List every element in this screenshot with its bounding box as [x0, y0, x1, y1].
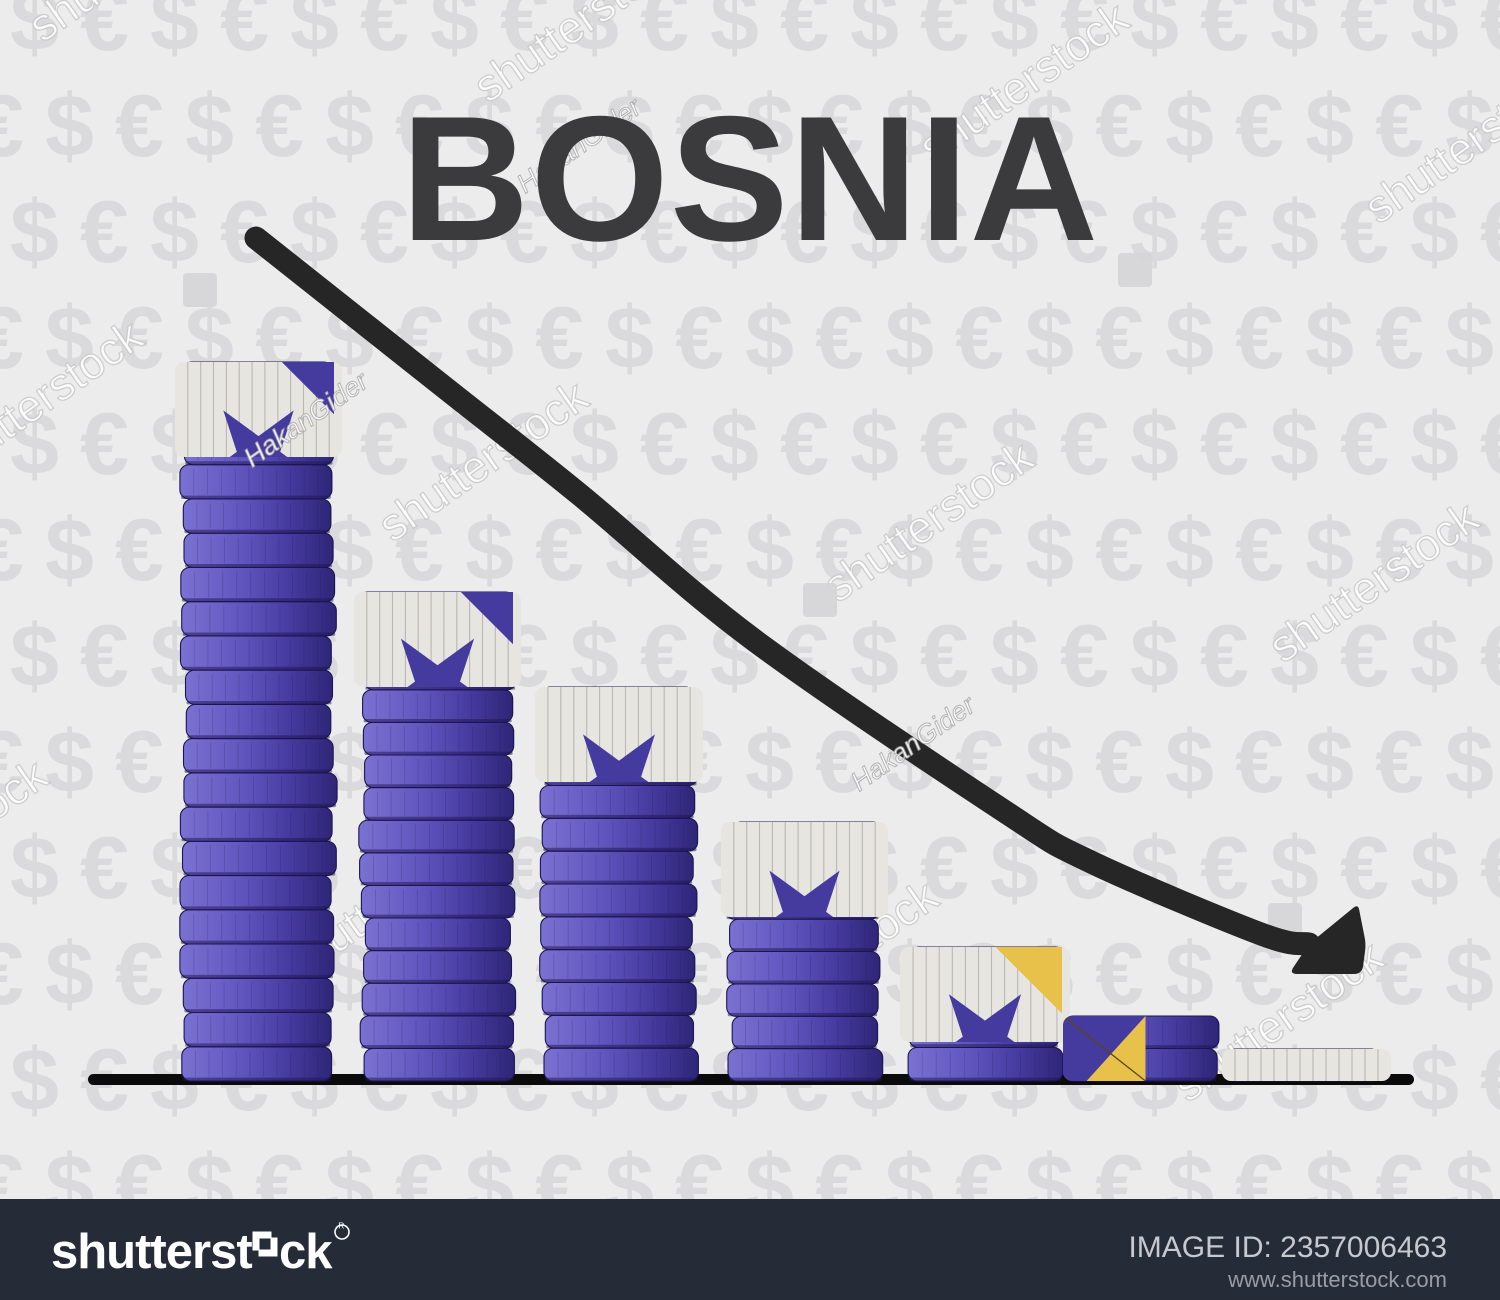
- svg-text:www.shutterstock.com: www.shutterstock.com: [1227, 1267, 1447, 1292]
- svg-text:ck: ck: [279, 1225, 333, 1279]
- svg-text:HakanGider: HakanGider: [238, 365, 374, 473]
- svg-text:shutterst: shutterst: [51, 1225, 252, 1279]
- svg-text:R: R: [338, 1221, 344, 1231]
- svg-text:IMAGE ID: 2357006463: IMAGE ID: 2357006463: [1128, 1231, 1447, 1264]
- svg-text:HakanGider: HakanGider: [845, 689, 981, 797]
